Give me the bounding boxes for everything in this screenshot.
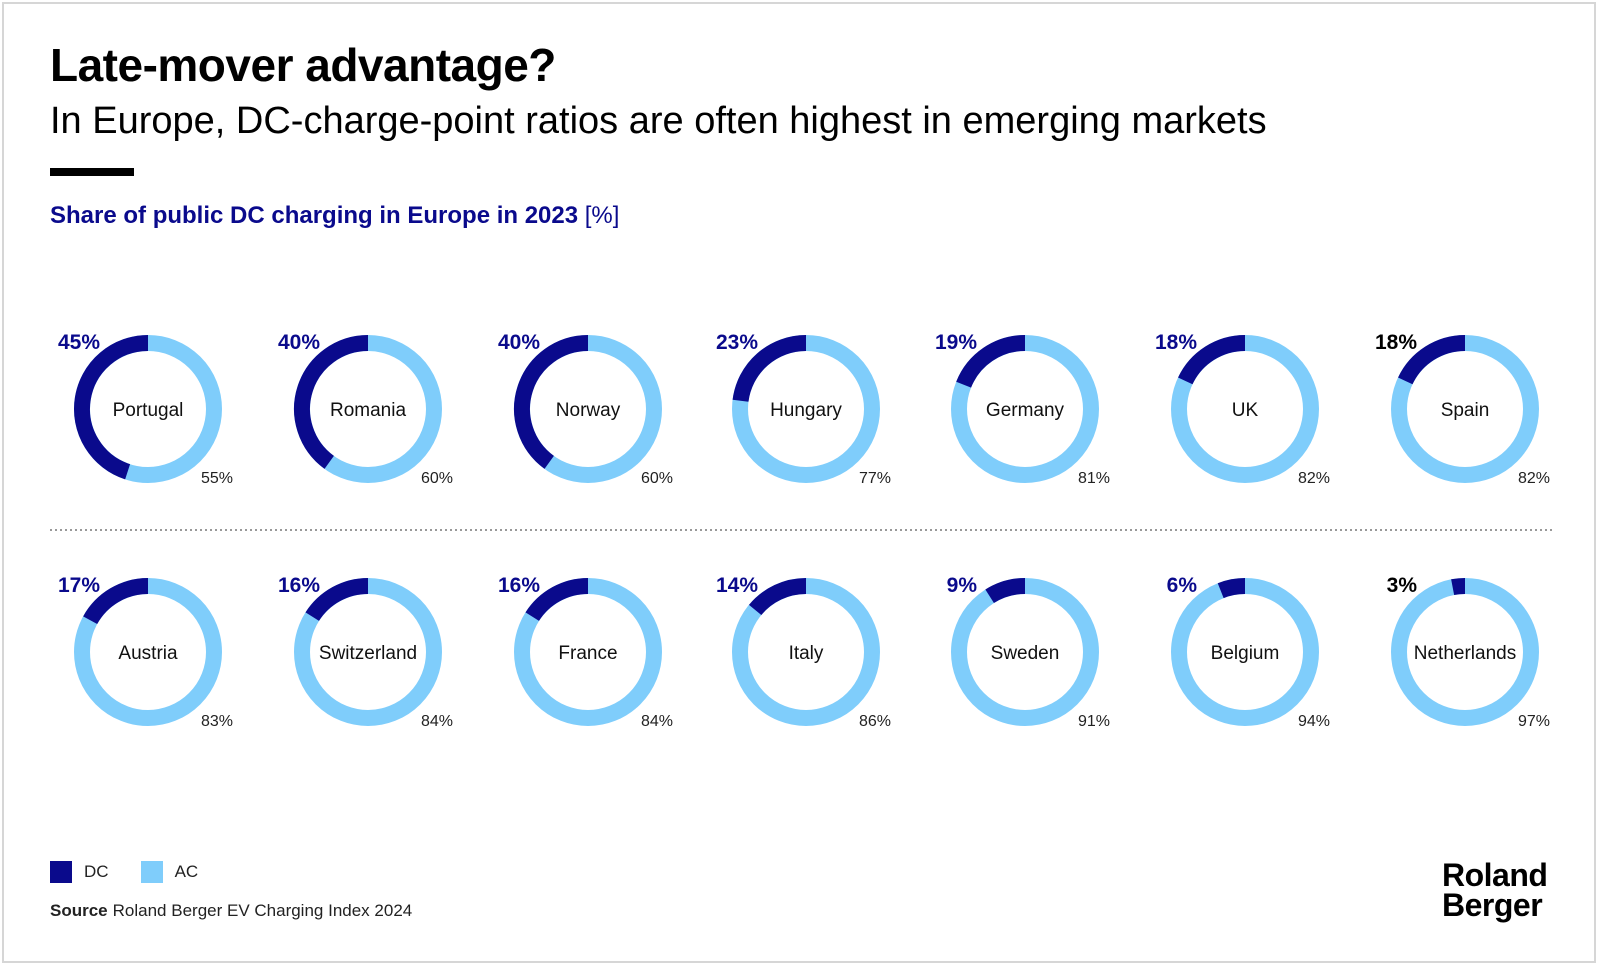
logo-line-2: Berger: [1442, 887, 1543, 923]
dc-value-label-hungary: 23%: [716, 331, 758, 354]
source-note: Source Roland Berger EV Charging Index 20…: [50, 901, 412, 921]
country-label-spain: Spain: [1441, 400, 1490, 421]
country-label-uk: UK: [1232, 400, 1259, 421]
country-label-italy: Italy: [789, 643, 824, 664]
dc-arc-italy: [748, 578, 807, 616]
logo-line-1: Roland: [1442, 857, 1548, 893]
ac-value-label-belgium: 94%: [1298, 713, 1330, 730]
country-label-netherlands: Netherlands: [1414, 643, 1516, 664]
legend-item-dc: DC: [50, 861, 109, 883]
chart-unit-label: [%]: [584, 202, 620, 229]
country-label-norway: Norway: [556, 400, 621, 421]
dc-value-label-belgium: 6%: [1167, 574, 1198, 597]
dc-arc-austria: [83, 578, 149, 625]
dc-value-label-germany: 19%: [935, 331, 977, 354]
dc-value-label-italy: 14%: [716, 574, 758, 597]
dc-arc-belgium: [1217, 577, 1246, 599]
dc-value-label-norway: 40%: [498, 331, 540, 354]
country-label-sweden: Sweden: [991, 643, 1060, 664]
roland-berger-logo: Roland Berger: [1442, 857, 1548, 923]
dc-value-label-uk: 18%: [1155, 331, 1197, 354]
legend-label-ac: AC: [174, 862, 199, 881]
ac-value-label-spain: 82%: [1518, 470, 1550, 487]
title-rule: [50, 168, 134, 176]
dc-value-label-austria: 17%: [58, 574, 100, 597]
country-label-austria: Austria: [118, 643, 178, 664]
dc-arc-romania: [294, 335, 369, 469]
ac-value-label-italy: 86%: [859, 713, 891, 730]
ac-value-label-uk: 82%: [1298, 470, 1330, 487]
dc-arc-uk: [1178, 335, 1246, 385]
country-label-belgium: Belgium: [1211, 643, 1280, 664]
country-label-romania: Romania: [330, 400, 406, 421]
dc-value-label-france: 16%: [498, 574, 540, 597]
ac-value-label-netherlands: 97%: [1518, 713, 1550, 730]
ac-value-label-hungary: 77%: [859, 470, 891, 487]
country-label-germany: Germany: [986, 400, 1065, 421]
ac-value-label-portugal: 55%: [201, 470, 233, 487]
dc-arc-sweden: [985, 578, 1026, 604]
legend-swatch-ac: [140, 861, 163, 883]
source-label: Source: [50, 901, 108, 920]
source-text: Roland Berger EV Charging Index 2024: [112, 901, 413, 920]
page-title: Late-mover advantage?: [50, 39, 556, 91]
ac-value-label-norway: 60%: [641, 470, 673, 487]
dc-value-label-sweden: 9%: [947, 574, 978, 597]
dc-arc-portugal: [74, 335, 149, 480]
dc-value-label-switzerland: 16%: [278, 574, 320, 597]
dc-value-label-netherlands: 3%: [1387, 574, 1418, 597]
ac-value-label-france: 84%: [641, 713, 673, 730]
dc-arc-hungary: [732, 335, 807, 403]
ac-value-label-sweden: 91%: [1078, 713, 1110, 730]
country-label-hungary: Hungary: [770, 400, 842, 421]
dc-value-label-spain: 18%: [1375, 331, 1417, 354]
dc-arc-spain: [1398, 335, 1466, 385]
legend-label-dc: DC: [84, 862, 109, 881]
legend: DC AC: [50, 861, 230, 883]
page-subtitle: In Europe, DC-charge-point ratios are of…: [50, 100, 1267, 142]
ac-value-label-romania: 60%: [421, 470, 453, 487]
legend-item-ac: AC: [140, 861, 199, 883]
chart-title: Share of public DC charging in Europe in…: [50, 202, 619, 230]
ac-value-label-austria: 83%: [201, 713, 233, 730]
country-label-france: France: [558, 643, 617, 664]
dc-value-label-portugal: 45%: [58, 331, 100, 354]
dc-arc-netherlands: [1451, 578, 1466, 596]
dc-value-label-romania: 40%: [278, 331, 320, 354]
ac-value-label-germany: 81%: [1078, 470, 1110, 487]
dc-arc-france: [525, 578, 589, 622]
dc-arc-germany: [956, 335, 1026, 388]
dc-arc-norway: [514, 335, 589, 469]
country-label-portugal: Portugal: [113, 400, 184, 421]
legend-swatch-dc: [50, 861, 72, 883]
chart-title-text: Share of public DC charging in Europe in…: [50, 202, 579, 229]
country-label-switzerland: Switzerland: [319, 643, 417, 664]
ac-value-label-switzerland: 84%: [421, 713, 453, 730]
dc-arc-switzerland: [305, 578, 369, 622]
